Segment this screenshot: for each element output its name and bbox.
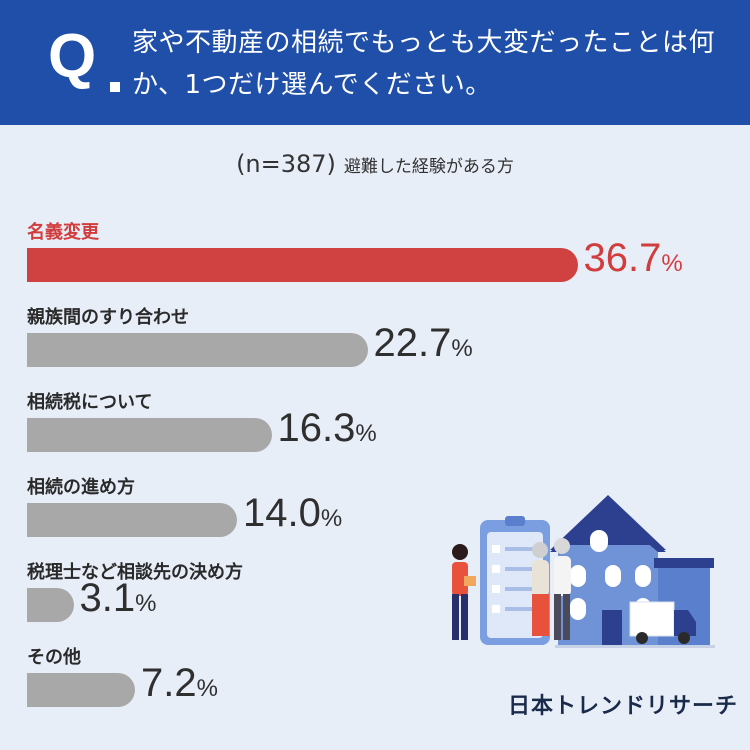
value-number: 16.3 <box>277 406 356 450</box>
brand-logo: 日本トレンドリサーチ <box>508 694 739 719</box>
value-label: 14.0% <box>243 491 342 536</box>
category-label: 税理士など相談先の決め方 <box>27 562 243 583</box>
family-house-illustration <box>452 495 715 648</box>
bar <box>27 248 578 282</box>
value-label: 36.7% <box>584 236 683 281</box>
q-mark: Q <box>48 22 97 91</box>
value-label: 16.3% <box>278 406 377 451</box>
value-unit: % <box>135 590 157 617</box>
bar <box>27 333 368 367</box>
value-unit: % <box>355 420 377 447</box>
question-header: Q 家や不動産の相続でもっとも大変だったことは何か、1つだけ選んでください。 <box>0 0 750 125</box>
value-number: 3.1 <box>79 576 136 620</box>
value-label: 3.1% <box>80 576 157 621</box>
value-unit: % <box>661 250 683 277</box>
bar <box>27 588 74 622</box>
category-label: 相続税について <box>27 392 153 413</box>
category-label: その他 <box>27 647 81 668</box>
value-unit: % <box>451 335 473 362</box>
value-number: 7.2 <box>141 661 197 705</box>
category-label: 名義変更 <box>27 222 99 243</box>
question-text: 家や不動産の相続でもっとも大変だったことは何か、1つだけ選んでください。 <box>132 28 716 100</box>
value-label: 7.2% <box>141 661 218 706</box>
category-label: 親族間のすり合わせ <box>27 307 189 328</box>
bar <box>27 418 272 452</box>
value-number: 14.0 <box>243 491 321 535</box>
sample-size: (n=387) <box>236 150 336 178</box>
category-label: 相続の進め方 <box>27 477 135 498</box>
bar <box>27 673 135 707</box>
sample-description: 避難した経験がある方 <box>343 157 514 177</box>
bar <box>27 503 237 537</box>
sample-subtitle: (n=387) 避難した経験がある方 <box>0 150 750 178</box>
value-label: 22.7% <box>374 321 473 366</box>
q-dot <box>110 82 120 92</box>
value-unit: % <box>320 505 343 532</box>
value-number: 36.7 <box>583 236 662 280</box>
value-unit: % <box>196 675 218 702</box>
value-number: 22.7 <box>373 321 452 365</box>
